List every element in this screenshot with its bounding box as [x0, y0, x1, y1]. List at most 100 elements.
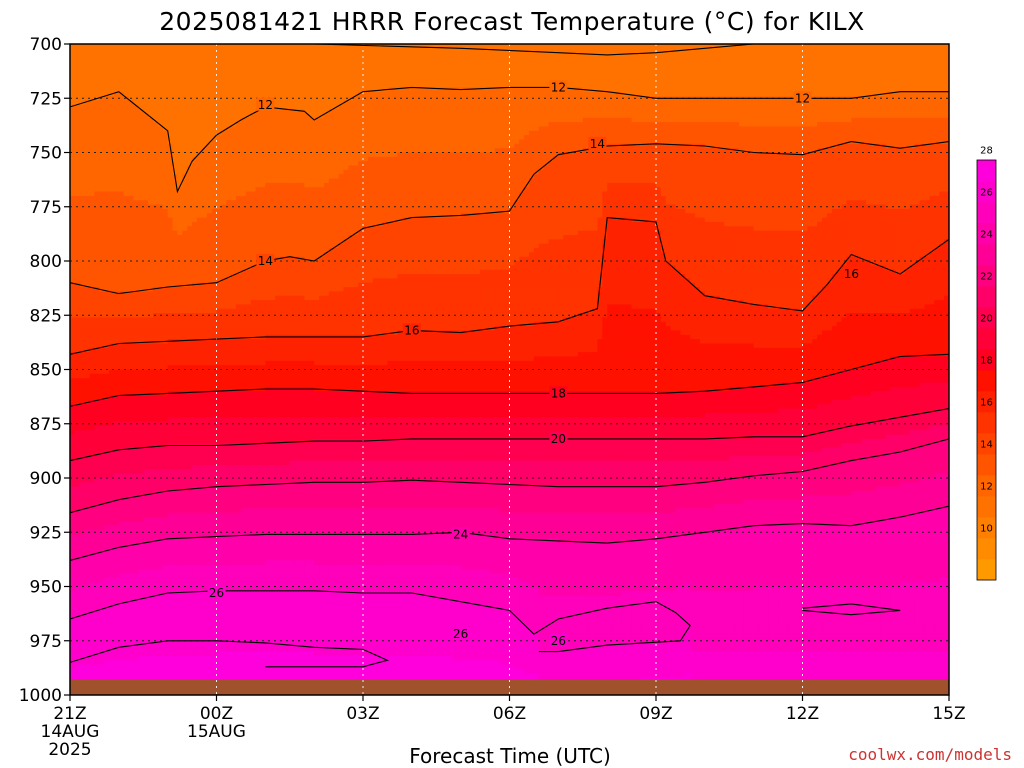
temperature-cell	[119, 426, 124, 431]
temperature-cell	[119, 565, 124, 570]
temperature-cell	[109, 109, 114, 114]
temperature-cell	[104, 469, 109, 474]
temperature-cell	[90, 317, 95, 322]
temperature-cell	[114, 74, 119, 79]
temperature-cell	[99, 265, 104, 270]
temperature-cell	[75, 343, 80, 348]
temperature-cell	[90, 209, 95, 214]
temperature-cell	[104, 487, 109, 492]
temperature-cell	[119, 400, 124, 405]
temperature-cell	[109, 161, 114, 166]
temperature-cell	[90, 404, 95, 409]
temperature-cell	[70, 391, 75, 396]
temperature-cell	[85, 608, 90, 613]
temperature-cell	[80, 343, 85, 348]
temperature-cell	[119, 552, 124, 557]
temperature-cell	[85, 274, 90, 279]
temperature-cell	[80, 482, 85, 487]
temperature-cell	[94, 296, 99, 301]
temperature-cell	[104, 608, 109, 613]
temperature-cell	[80, 430, 85, 435]
temperature-cell	[99, 595, 104, 600]
temperature-cell	[119, 296, 124, 301]
temperature-cell	[99, 274, 104, 279]
temperature-cell	[109, 231, 114, 236]
temperature-cell	[75, 595, 80, 600]
temperature-cell	[94, 378, 99, 383]
temperature-cell	[90, 330, 95, 335]
temperature-cell	[94, 539, 99, 544]
temperature-cell	[99, 79, 104, 84]
temperature-cell	[75, 270, 80, 275]
temperature-cell	[114, 100, 119, 105]
temperature-cell	[109, 521, 114, 526]
temperature-cell	[99, 135, 104, 140]
temperature-cell	[94, 192, 99, 197]
temperature-cell	[104, 456, 109, 461]
temperature-cell	[90, 521, 95, 526]
temperature-cell	[99, 187, 104, 192]
temperature-cell	[119, 174, 124, 179]
temperature-cell	[114, 244, 119, 249]
temperature-cell	[94, 166, 99, 171]
temperature-cell	[90, 274, 95, 279]
temperature-cell	[119, 587, 124, 592]
temperature-cell	[80, 491, 85, 496]
temperature-cell	[94, 144, 99, 149]
temperature-cell	[75, 634, 80, 639]
temperature-cell	[119, 626, 124, 631]
temperature-cell	[99, 517, 104, 522]
temperature-cell	[104, 157, 109, 162]
temperature-cell	[80, 543, 85, 548]
temperature-cell	[94, 48, 99, 53]
temperature-cell	[85, 109, 90, 114]
temperature-cell	[119, 274, 124, 279]
temperature-cell	[99, 526, 104, 531]
temperature-cell	[90, 634, 95, 639]
temperature-cell	[99, 131, 104, 136]
temperature-cell	[70, 330, 75, 335]
temperature-cell	[90, 192, 95, 197]
temperature-cell	[85, 500, 90, 505]
temperature-cell	[119, 309, 124, 314]
temperature-cell	[75, 452, 80, 457]
temperature-cell	[80, 213, 85, 218]
temperature-cell	[109, 383, 114, 388]
temperature-cell	[119, 508, 124, 513]
temperature-cell	[104, 378, 109, 383]
temperature-cell	[94, 153, 99, 158]
temperature-cell	[85, 626, 90, 631]
temperature-cell	[75, 166, 80, 171]
temperature-cell	[109, 179, 114, 184]
temperature-cell	[109, 391, 114, 396]
temperature-cell	[90, 239, 95, 244]
temperature-cell	[90, 435, 95, 440]
temperature-cell	[114, 200, 119, 205]
temperature-cell	[75, 79, 80, 84]
temperature-cell	[119, 144, 124, 149]
temperature-cell	[114, 213, 119, 218]
temperature-cell	[114, 361, 119, 366]
temperature-cell	[85, 669, 90, 674]
temperature-cell	[99, 426, 104, 431]
temperature-cell	[94, 404, 99, 409]
temperature-cell	[75, 261, 80, 266]
temperature-cell	[109, 652, 114, 657]
temperature-cell	[99, 626, 104, 631]
temperature-cell	[104, 478, 109, 483]
temperature-cell	[80, 487, 85, 492]
temperature-cell	[70, 669, 75, 674]
temperature-cell	[109, 378, 114, 383]
temperature-cell	[114, 326, 119, 331]
temperature-cell	[70, 452, 75, 457]
temperature-cell	[90, 565, 95, 570]
temperature-cell	[85, 213, 90, 218]
temperature-cell	[75, 426, 80, 431]
temperature-cell	[104, 113, 109, 118]
temperature-cell	[119, 113, 124, 118]
temperature-cell	[99, 170, 104, 175]
temperature-cell	[70, 652, 75, 657]
temperature-cell	[99, 166, 104, 171]
temperature-cell	[104, 322, 109, 327]
temperature-cell	[109, 565, 114, 570]
